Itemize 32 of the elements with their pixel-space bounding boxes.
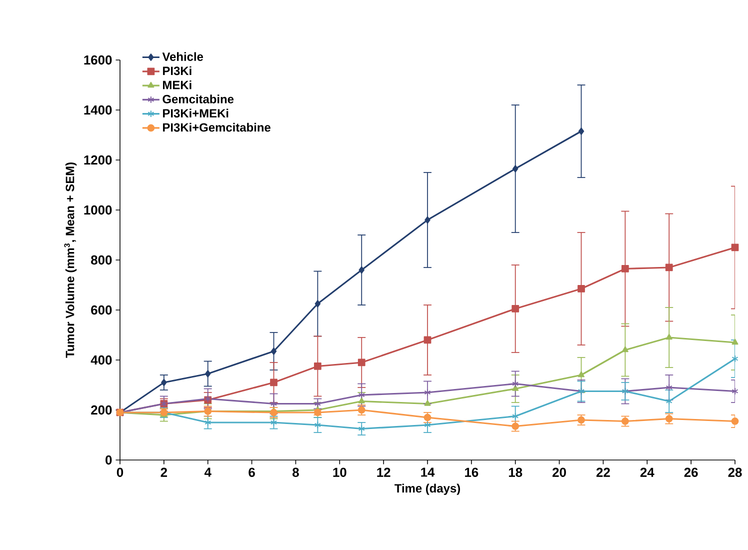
y-tick-label: 1600 xyxy=(84,55,112,65)
x-tick-label: 24 xyxy=(640,468,654,477)
legend-label: Vehicle xyxy=(162,52,204,61)
x-tick-label: 12 xyxy=(377,468,390,477)
legend-label: PI3Ki+MEKi xyxy=(163,108,228,118)
y-tick-label: 600 xyxy=(91,305,112,315)
x-tick-label: 8 xyxy=(292,468,299,477)
y-tick-label: 1000 xyxy=(84,205,112,215)
y-axis-title: Tumor Volume (mm$^{3}$, Mean + SEM) xyxy=(64,162,77,358)
y-tick-label: 200 xyxy=(91,405,112,415)
y-tick-label: 800 xyxy=(91,255,112,265)
legend-label: MEKi xyxy=(163,80,192,90)
x-tick-label: 28 xyxy=(728,468,742,477)
legend-label: Gemcitabine xyxy=(162,94,234,104)
y-tick-label: 0 xyxy=(106,455,112,465)
legend-label: PI3Ki+Gemcitabine xyxy=(163,122,270,132)
x-tick-label: 10 xyxy=(333,468,346,477)
x-axis-title: Time (days) xyxy=(394,484,460,495)
x-tick-label: 0 xyxy=(116,468,124,477)
x-tick-label: 26 xyxy=(684,468,698,477)
x-tick-label: 18 xyxy=(508,468,522,477)
x-tick-label: 16 xyxy=(465,468,478,477)
y-tick-label: 1400 xyxy=(84,105,112,115)
legend-label: PI3Ki xyxy=(163,66,192,76)
x-tick-label: 2 xyxy=(160,468,168,477)
x-tick-label: 14 xyxy=(421,468,435,477)
y-tick-label: 1200 xyxy=(84,155,112,165)
x-tick-label: 4 xyxy=(204,468,212,477)
x-tick-label: 20 xyxy=(552,468,566,477)
x-tick-label: 22 xyxy=(596,468,610,477)
x-tick-label: 6 xyxy=(248,468,255,477)
y-tick-label: 400 xyxy=(90,355,112,365)
